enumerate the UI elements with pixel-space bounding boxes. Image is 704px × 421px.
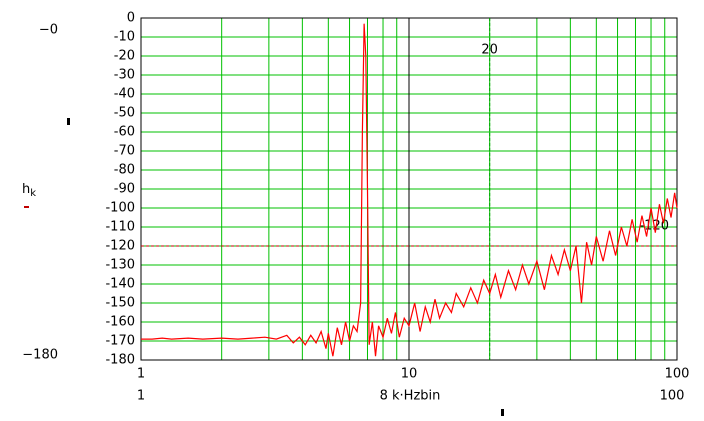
y-top-limit: −0	[39, 23, 58, 38]
y-tick-label: -40	[114, 87, 135, 102]
x-axis-label: 8 k·Hzbin	[380, 389, 441, 404]
x-right-limit: 100	[660, 389, 685, 404]
y-tick-label: -140	[105, 277, 135, 292]
y-bottom-limit: −180	[22, 348, 58, 363]
placeholder-mark	[67, 118, 70, 125]
y-tick-label: -180	[105, 353, 135, 368]
placeholder-mark	[501, 409, 504, 416]
y-tick-label: -120	[105, 239, 135, 254]
y-tick-label: -70	[114, 144, 135, 159]
x-tick-label: 100	[665, 367, 690, 382]
y-tick-label: -100	[105, 201, 135, 216]
trace-indicator	[24, 206, 29, 208]
x-tick-label: 10	[401, 367, 418, 382]
y-tick-label: -30	[114, 68, 135, 83]
y-label-base: h	[22, 182, 30, 197]
y-tick-label: -10	[114, 30, 135, 45]
y-axis-label: hk	[22, 182, 36, 200]
x-marker-label: 20	[481, 43, 498, 58]
y-tick-label: -50	[114, 106, 135, 121]
y-tick-label: -130	[105, 258, 135, 273]
y-tick-label: -160	[105, 315, 135, 330]
y-tick-label: -20	[114, 49, 135, 64]
y-tick-label: -110	[105, 220, 135, 235]
x-tick-label: 1	[137, 367, 145, 382]
y-tick-label: -150	[105, 296, 135, 311]
y-tick-label: -60	[114, 125, 135, 140]
data-line	[141, 23, 678, 357]
y-tick-label: -170	[105, 334, 135, 349]
y-tick-label: 0	[127, 11, 135, 26]
x-left-limit: 1	[137, 389, 145, 404]
y-tick-label: -80	[114, 163, 135, 178]
y-tick-label: -90	[114, 182, 135, 197]
y-label-sub: k	[30, 188, 36, 199]
plot-border	[140, 17, 678, 361]
